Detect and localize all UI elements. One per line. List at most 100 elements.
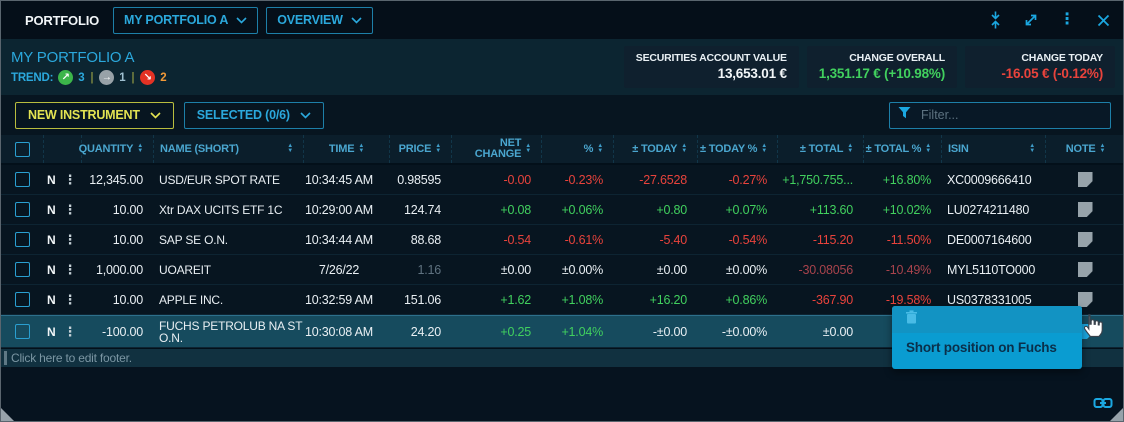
close-icon[interactable]	[1093, 10, 1113, 30]
table-row[interactable]: N ⋮ 10.00 APPLE INC. 10:32:59 AM 151.06 +1.62 +…	[1, 285, 1123, 315]
menu-kebab-icon[interactable]: ⋮	[1059, 11, 1075, 28]
cell-time: 10:34:44 AM	[305, 232, 373, 247]
sort-asc-icon: ▲	[358, 143, 365, 149]
note-icon[interactable]	[1077, 262, 1093, 277]
row-select-cell	[1, 255, 43, 284]
column-header-quantity[interactable]: QUANTITY ▲ ▼	[79, 135, 153, 163]
cell-today_pct: +0.86%	[725, 292, 767, 307]
filter-field[interactable]	[889, 101, 1111, 129]
column-header-label: NAME (SHORT)	[160, 143, 239, 155]
view-select-label: OVERVIEW	[277, 13, 343, 27]
sort-icon[interactable]: ▲ ▼	[761, 143, 767, 154]
sort-icon[interactable]: ▲ ▼	[435, 143, 441, 154]
sort-icon[interactable]: ▲ ▼	[847, 143, 853, 154]
trash-icon[interactable]	[905, 310, 918, 329]
view-select-dropdown[interactable]: OVERVIEW	[266, 6, 373, 34]
row-checkbox[interactable]	[14, 172, 30, 187]
column-header-note[interactable]: NOTE ▲ ▼	[1045, 135, 1123, 163]
row-flag-cell: N ⋮	[43, 285, 81, 314]
cell-time: 10:32:59 AM	[305, 292, 373, 307]
selected-dropdown-button[interactable]: SELECTED (0/6)	[183, 101, 324, 129]
sort-icon[interactable]: ▲ ▼	[1100, 143, 1106, 154]
sort-icon[interactable]: ▲ ▼	[681, 143, 687, 154]
column-header-time[interactable]: TIME ▲ ▼	[303, 135, 389, 163]
select-all-checkbox[interactable]	[14, 141, 30, 157]
column-header-today_pct[interactable]: ± TODAY % ▲ ▼	[697, 135, 777, 163]
note-icon[interactable]	[1077, 232, 1093, 247]
sort-asc-icon: ▲	[597, 143, 603, 149]
column-header-label: PRICE	[398, 143, 432, 155]
resize-grip-left[interactable]	[1, 408, 14, 421]
row-select-cell	[1, 195, 43, 224]
row-menu-icon[interactable]: ⋮	[63, 262, 77, 277]
cell-time: 7/26/22	[318, 262, 360, 277]
cell-today: +0.80	[656, 202, 687, 217]
expand-icon[interactable]	[1021, 10, 1041, 30]
column-header-price[interactable]: PRICE ▲ ▼	[389, 135, 451, 163]
row-menu-icon[interactable]: ⋮	[63, 202, 77, 217]
sort-icon[interactable]: ▲ ▼	[597, 143, 603, 154]
row-select-cell	[1, 225, 43, 254]
portfolio-select-dropdown[interactable]: MY PORTFOLIO A	[113, 6, 259, 34]
table-row[interactable]: N ⋮ 10.00 Xtr DAX UCITS ETF 1C 10:29:00 AM 12…	[1, 195, 1123, 225]
sort-icon[interactable]: ▲ ▼	[137, 143, 143, 154]
cell-net_change: -0.54	[503, 232, 532, 247]
sort-icon[interactable]: ▲ ▼	[925, 143, 931, 154]
stat-label: CHANGE OVERALL	[849, 52, 945, 64]
row-checkbox[interactable]	[14, 262, 30, 277]
row-menu-icon[interactable]: ⋮	[63, 232, 77, 247]
row-menu-icon[interactable]: ⋮	[63, 172, 77, 187]
table-row[interactable]: N ⋮ 12,345.00 USD/EUR SPOT RATE 10:34:45 AM 0…	[1, 165, 1123, 195]
row-menu-icon[interactable]: ⋮	[63, 324, 77, 339]
column-header-label: ± TOTAL %	[865, 143, 922, 155]
sort-icon[interactable]: ▲ ▼	[287, 143, 293, 154]
table-row[interactable]: N ⋮ 10.00 SAP SE O.N. 10:34:44 AM 88.68 -0.54-…	[1, 225, 1123, 255]
trend-up-count: 3	[78, 71, 85, 84]
column-header-total_pct[interactable]: ± TOTAL % ▲ ▼	[863, 135, 941, 163]
cell-total_pct: -11.50%	[886, 232, 931, 247]
header-flag-spacer	[43, 135, 81, 163]
footer-edit-bar[interactable]: Click here to edit footer.	[1, 348, 1123, 367]
cell-pct: -0.23%	[564, 172, 604, 187]
note-tooltip-toolbar	[892, 306, 1082, 333]
note-icon[interactable]	[1077, 292, 1093, 307]
note-icon[interactable]	[1077, 202, 1093, 217]
cell-today: ±0.00	[656, 262, 687, 277]
cell-total_pct: -19.58%	[885, 292, 931, 307]
link-widget-icon[interactable]	[1093, 396, 1113, 415]
sort-desc-icon: ▼	[137, 148, 143, 154]
portfolio-select-label: MY PORTFOLIO A	[124, 13, 229, 27]
table-row[interactable]: N ⋮ 1,000.00 UOAREIT 7/26/22 1.16 ±0.00 ±0.00% ±…	[1, 255, 1123, 285]
resize-grip-right[interactable]	[1110, 408, 1123, 421]
column-header-net_change[interactable]: NET CHANGE ▲ ▼	[451, 135, 541, 163]
collapse-icon[interactable]	[985, 10, 1005, 30]
sort-asc-icon: ▲	[525, 143, 531, 149]
trend-row: TREND: ↗ 3 | → 1 | ↘ 2	[11, 70, 167, 85]
filter-input[interactable]	[919, 107, 1102, 123]
new-instrument-button[interactable]: NEW INSTRUMENT	[15, 101, 174, 129]
cell-name: USD/EUR SPOT RATE	[159, 172, 280, 187]
cell-isin: US0378331005	[947, 292, 1032, 307]
sort-desc-icon: ▼	[287, 148, 293, 154]
column-header-label: NET CHANGE	[474, 137, 522, 160]
row-checkbox[interactable]	[14, 232, 30, 247]
column-header-total[interactable]: ± TOTAL ▲ ▼	[777, 135, 863, 163]
row-checkbox[interactable]	[14, 292, 30, 307]
row-checkbox[interactable]	[14, 324, 30, 339]
sort-asc-icon: ▲	[1029, 143, 1035, 149]
row-menu-icon[interactable]: ⋮	[63, 292, 77, 307]
column-header-name[interactable]: NAME (SHORT) ▲ ▼	[153, 135, 303, 163]
cell-pct: ±0.00%	[561, 262, 603, 277]
note-icon[interactable]	[1077, 172, 1093, 187]
sort-icon[interactable]: ▲ ▼	[525, 143, 531, 154]
trend-down-icon: ↘	[140, 70, 156, 85]
sort-icon[interactable]: ▲ ▼	[1029, 143, 1035, 154]
column-header-today[interactable]: ± TODAY ▲ ▼	[613, 135, 697, 163]
sort-icon[interactable]: ▲ ▼	[358, 143, 365, 154]
selected-label: SELECTED (0/6)	[196, 108, 290, 122]
row-checkbox[interactable]	[14, 202, 30, 217]
portfolio-header: MY PORTFOLIO A TREND: ↗ 3 | → 1 | ↘ 2 SE…	[1, 39, 1123, 95]
cell-name: FUCHS PETROLUB NA ST O.N.	[159, 318, 303, 345]
column-header-isin[interactable]: ISIN ▲ ▼	[941, 135, 1045, 163]
column-header-pct[interactable]: % ▲ ▼	[541, 135, 613, 163]
